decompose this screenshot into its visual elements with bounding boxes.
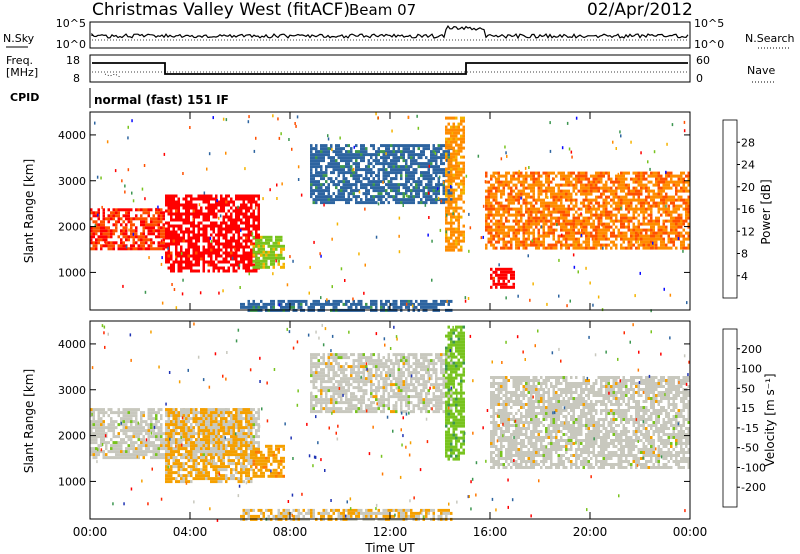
velocity-colorbar-tick: 15: [741, 402, 755, 415]
velocity-colorbar: 200 100 50 15 -15 -50 -100 -200: [722, 328, 766, 508]
velocity-region: [445, 325, 465, 461]
power-colorbar-label: Power [dB]: [759, 179, 773, 244]
power-ytick-label: 1000: [58, 266, 86, 279]
velocity-colorbar-tick: 100: [741, 363, 762, 376]
power-region: [445, 116, 465, 252]
power-noise: [94, 112, 688, 313]
velocity-ytick-label: 2000: [58, 430, 86, 443]
velocity-colorbar-tick: 200: [741, 343, 762, 356]
x-tick-label: 20:00: [573, 525, 608, 539]
x-tick-label: 00:00: [673, 525, 708, 539]
nave-tick-top: 60: [696, 54, 710, 67]
power-colorbar-tick: 16: [741, 203, 755, 216]
power-ylabel: Slant Range [km]: [22, 159, 36, 263]
velocity-panel: Slant Range [km] 4000 3000 2000 1000 200 100…: [22, 320, 777, 522]
velocity-ytick-label: 4000: [58, 338, 86, 351]
power-region: [490, 267, 515, 289]
x-axis-label: Time UT: [364, 541, 415, 554]
power-colorbar-tick: 28: [741, 136, 755, 149]
power-ytick-label: 2000: [58, 221, 86, 234]
nsky-panel: N.Sky 10^5 10^0 N.Search 10^5 10^0: [3, 17, 795, 51]
x-tick-label: 00:00: [73, 525, 108, 539]
velocity-colorbar-label: Velocity [m s⁻¹]: [763, 373, 777, 466]
power-region: [485, 171, 690, 250]
velocity-noise: [91, 322, 690, 522]
velocity-colorbar-tick: -100: [741, 461, 766, 474]
cpid-label: CPID: [10, 91, 39, 104]
freq-label-1: Freq.: [6, 54, 33, 67]
station-title: Christmas Valley West (fitACF): [92, 0, 350, 20]
velocity-colorbar-tick: -50: [741, 442, 759, 455]
power-colorbar-tick: 4: [741, 270, 748, 283]
nsky-tick-bottom: 10^0: [56, 38, 86, 51]
power-colorbar-tick: 24: [741, 159, 755, 172]
velocity-ytick-label: 1000: [58, 475, 86, 488]
velocity-region: [165, 408, 253, 484]
nsky-label: N.Sky: [3, 32, 35, 45]
power-heatmap: [90, 112, 690, 313]
cpid-value: normal (fast) 151 IF: [94, 93, 229, 107]
power-colorbar-tick: 12: [741, 225, 755, 238]
nsky-tick-top: 10^5: [56, 17, 86, 30]
velocity-region: [490, 376, 690, 469]
velocity-ylabel: Slant Range [km]: [22, 369, 36, 473]
nave-tick-bottom: 0: [696, 72, 703, 85]
beam-label: Beam 07: [349, 1, 416, 19]
freq-tick-top: 18: [66, 54, 80, 67]
power-region: [252, 235, 285, 269]
date-label: 02/Apr/2012: [587, 0, 693, 20]
nsky-trace: [91, 25, 689, 40]
power-colorbar-tick: 20: [741, 181, 755, 194]
x-tick-label: 12:00: [373, 525, 408, 539]
velocity-colorbar-tick: -15: [741, 422, 759, 435]
freq-panel: Freq. [MHz] 18 8 Nave 60 0: [6, 54, 776, 85]
power-region: [165, 194, 260, 273]
x-tick-label: 16:00: [473, 525, 508, 539]
x-axis: 00:00 04:00 08:00 12:00 16:00 20:00 00:00: [73, 112, 708, 539]
velocity-region: [310, 353, 453, 414]
power-panel: Slant Range [km] 4000 3000 2000 1000 28 24 20…: [22, 111, 773, 313]
nsearch-label: N.Search: [745, 32, 795, 45]
velocity-heatmap: [90, 322, 690, 522]
velocity-colorbar-tick: 50: [741, 382, 755, 395]
freq-trace: [92, 62, 688, 75]
x-tick-label: 08:00: [273, 525, 308, 539]
power-region: [90, 208, 165, 251]
freq-label-2: [MHz]: [6, 66, 38, 79]
power-ytick-label: 3000: [58, 175, 86, 188]
nsearch-tick-bottom: 10^0: [694, 38, 724, 51]
freq-tick-bottom: 8: [73, 72, 80, 85]
power-colorbar: 28 24 20 16 12 8 4: [722, 119, 755, 299]
nave-label: Nave: [747, 64, 775, 77]
power-region: [310, 144, 453, 205]
x-tick-label: 04:00: [173, 525, 208, 539]
velocity-region: [252, 444, 285, 478]
velocity-ytick-label: 3000: [58, 384, 86, 397]
power-colorbar-tick: 8: [741, 248, 748, 261]
velocity-colorbar-tick: -200: [741, 481, 766, 494]
power-ytick-label: 4000: [58, 129, 86, 142]
nsearch-tick-top: 10^5: [694, 17, 724, 30]
